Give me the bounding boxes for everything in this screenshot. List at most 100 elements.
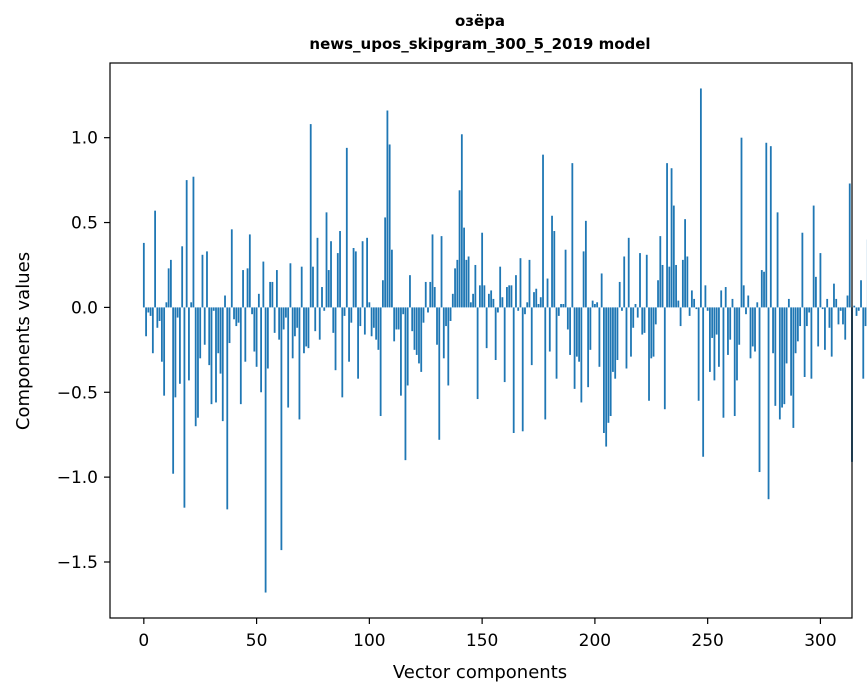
bar: [197, 307, 199, 418]
bar: [704, 285, 707, 308]
bar: [754, 307, 756, 352]
bar: [621, 307, 623, 311]
bar: [165, 302, 168, 308]
bar: [740, 137, 743, 308]
bar: [790, 307, 792, 396]
bar: [799, 307, 802, 327]
bar: [603, 307, 605, 433]
bar: [289, 263, 292, 308]
bar: [345, 147, 348, 308]
bar: [208, 307, 211, 366]
bar: [616, 307, 619, 361]
bar: [535, 288, 538, 308]
bar: [787, 298, 790, 308]
bar: [278, 307, 281, 340]
bar: [803, 307, 806, 377]
bar: [194, 307, 197, 427]
bar: [246, 268, 249, 308]
bar: [203, 307, 206, 345]
bar: [528, 259, 531, 308]
bar: [318, 307, 321, 340]
bar: [663, 307, 666, 410]
bar: [192, 176, 195, 308]
bar: [492, 298, 495, 308]
bar: [501, 297, 504, 308]
bar: [530, 307, 533, 366]
bar: [334, 307, 337, 371]
bar: [517, 307, 520, 311]
bar: [857, 307, 860, 311]
bar: [512, 307, 515, 433]
bar: [316, 237, 319, 308]
bar: [573, 307, 576, 389]
bar: [760, 270, 763, 308]
bar: [406, 307, 409, 386]
bar: [151, 307, 154, 354]
bar: [571, 163, 574, 308]
bar: [853, 305, 856, 308]
bar: [510, 285, 513, 308]
bar: [546, 278, 549, 308]
bar: [749, 307, 752, 359]
bar: [830, 307, 833, 357]
x-tick-label: 200: [579, 631, 611, 651]
bar: [300, 266, 303, 308]
bar: [508, 285, 511, 308]
bar: [445, 307, 447, 327]
bar: [625, 307, 628, 369]
bar: [756, 302, 759, 308]
bar: [291, 307, 294, 359]
bar: [778, 307, 781, 420]
bar: [402, 307, 405, 315]
bar: [395, 307, 398, 330]
bar: [490, 290, 493, 308]
bar: [643, 307, 646, 333]
bar: [817, 307, 820, 347]
bar: [156, 307, 159, 328]
bar: [352, 248, 355, 308]
bar: [569, 307, 571, 355]
bar: [657, 280, 659, 308]
bar: [808, 307, 811, 313]
bar: [630, 307, 632, 357]
x-axis-ticks: 0 50 100 150 200 250 300: [138, 618, 837, 651]
bar: [321, 287, 323, 308]
bar: [314, 307, 317, 332]
bar: [212, 307, 215, 311]
bar: [366, 237, 368, 308]
bar: [210, 307, 213, 405]
bar: [384, 217, 387, 308]
bar: [309, 124, 312, 308]
bar: [670, 168, 673, 308]
bar: [672, 205, 675, 308]
bar: [339, 231, 341, 308]
bar: [668, 266, 671, 308]
bar: [564, 249, 567, 308]
bar: [185, 180, 188, 308]
bar: [438, 307, 441, 440]
bar: [634, 304, 637, 308]
bar: [521, 307, 524, 432]
bar: [686, 256, 689, 308]
bar: [235, 307, 238, 327]
bar: [821, 307, 824, 310]
bar: [336, 253, 339, 308]
bar: [422, 307, 425, 323]
bar: [506, 287, 508, 308]
bar: [582, 251, 585, 308]
bar: [819, 253, 822, 308]
y-tick-label: 0.5: [71, 214, 98, 234]
bar: [815, 276, 817, 308]
bar: [659, 236, 662, 308]
bar: [515, 275, 517, 308]
bar: [458, 190, 461, 308]
bar: [158, 307, 161, 321]
bar: [348, 307, 350, 362]
x-tick-label: 50: [246, 631, 268, 651]
bar: [149, 307, 152, 316]
bar: [199, 307, 202, 359]
bar: [456, 259, 459, 308]
bar: [273, 307, 276, 333]
bar: [846, 295, 849, 308]
bar: [652, 307, 655, 357]
